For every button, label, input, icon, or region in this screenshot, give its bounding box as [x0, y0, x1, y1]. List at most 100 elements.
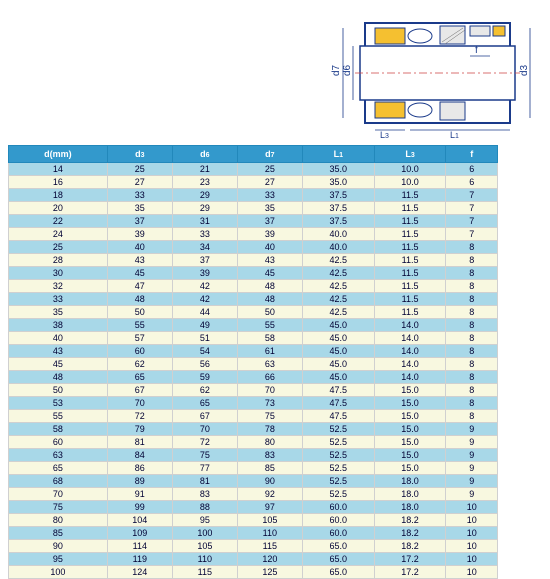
table-cell: 23: [172, 176, 237, 189]
table-cell: 60.0: [302, 501, 374, 514]
table-cell: 8: [446, 319, 498, 332]
table-cell: 42.5: [302, 254, 374, 267]
table-cell: 38: [9, 319, 108, 332]
table-cell: 11.5: [374, 267, 446, 280]
table-cell: 47.5: [302, 384, 374, 397]
table-cell: 15.0: [374, 423, 446, 436]
table-cell: 14: [9, 163, 108, 176]
table-cell: 88: [172, 501, 237, 514]
table-cell: 95: [9, 553, 108, 566]
table-row: 4562566345.014.08: [9, 358, 498, 371]
table-row: 6081728052.515.09: [9, 436, 498, 449]
table-cell: 11.5: [374, 215, 446, 228]
table-cell: 60: [107, 345, 172, 358]
table-cell: 81: [107, 436, 172, 449]
table-cell: 10: [446, 501, 498, 514]
table-cell: 75: [172, 449, 237, 462]
table-cell: 8: [446, 306, 498, 319]
table-cell: 100: [9, 566, 108, 579]
table-cell: 39: [237, 228, 302, 241]
table-cell: 10: [446, 527, 498, 540]
table-cell: 109: [107, 527, 172, 540]
table-cell: 72: [107, 410, 172, 423]
table-cell: 37.5: [302, 189, 374, 202]
table-cell: 8: [446, 371, 498, 384]
table-row: 6889819052.518.09: [9, 475, 498, 488]
table-cell: 83: [172, 488, 237, 501]
table-row: 5067627047.515.08: [9, 384, 498, 397]
table-cell: 14.0: [374, 345, 446, 358]
table-cell: 66: [237, 371, 302, 384]
table-cell: 18.2: [374, 540, 446, 553]
table-cell: 110: [237, 527, 302, 540]
table-row: 7091839252.518.09: [9, 488, 498, 501]
table-cell: 80: [237, 436, 302, 449]
table-cell: 9: [446, 488, 498, 501]
table-cell: 65.0: [302, 540, 374, 553]
table-cell: 43: [237, 254, 302, 267]
table-cell: 115: [237, 540, 302, 553]
table-cell: 62: [107, 358, 172, 371]
table-cell: 30: [9, 267, 108, 280]
table-cell: 15.0: [374, 410, 446, 423]
table-cell: 40: [107, 241, 172, 254]
table-row: 3855495545.014.08: [9, 319, 498, 332]
table-cell: 29: [172, 202, 237, 215]
table-cell: 8: [446, 254, 498, 267]
table-cell: 9: [446, 462, 498, 475]
table-row: 1833293337.511.57: [9, 189, 498, 202]
table-cell: 42.5: [302, 293, 374, 306]
table-cell: 42.5: [302, 306, 374, 319]
table-cell: 43: [9, 345, 108, 358]
table-cell: 120: [237, 553, 302, 566]
table-cell: 18: [9, 189, 108, 202]
table-cell: 60.0: [302, 527, 374, 540]
table-cell: 37: [237, 215, 302, 228]
table-row: 5572677547.515.08: [9, 410, 498, 423]
table-cell: 8: [446, 241, 498, 254]
svg-text:f: f: [475, 45, 478, 56]
table-cell: 85: [237, 462, 302, 475]
table-cell: 11.5: [374, 202, 446, 215]
table-cell: 27: [107, 176, 172, 189]
table-cell: 65: [172, 397, 237, 410]
table-cell: 45.0: [302, 358, 374, 371]
table-cell: 92: [237, 488, 302, 501]
table-cell: 11.5: [374, 189, 446, 202]
table-row: 2439333940.011.57: [9, 228, 498, 241]
table-cell: 45.0: [302, 371, 374, 384]
table-cell: 55: [9, 410, 108, 423]
table-cell: 52.5: [302, 475, 374, 488]
table-cell: 58: [237, 332, 302, 345]
table-cell: 8: [446, 384, 498, 397]
table-cell: 28: [9, 254, 108, 267]
column-header: d(mm): [9, 146, 108, 163]
table-cell: 65: [9, 462, 108, 475]
table-cell: 59: [172, 371, 237, 384]
table-row: 8510910011060.018.210: [9, 527, 498, 540]
svg-text:d6: d6: [342, 64, 353, 76]
table-cell: 10: [446, 566, 498, 579]
table-cell: 10: [446, 514, 498, 527]
table-cell: 31: [172, 215, 237, 228]
table-cell: 7: [446, 189, 498, 202]
table-row: 3045394542.511.58: [9, 267, 498, 280]
table-cell: 115: [172, 566, 237, 579]
table-cell: 35: [237, 202, 302, 215]
table-row: 3348424842.511.58: [9, 293, 498, 306]
table-cell: 27: [237, 176, 302, 189]
table-cell: 18.0: [374, 475, 446, 488]
table-cell: 15.0: [374, 449, 446, 462]
table-cell: 37.5: [302, 202, 374, 215]
table-row: 3550445042.511.58: [9, 306, 498, 319]
table-cell: 6: [446, 176, 498, 189]
table-cell: 53: [9, 397, 108, 410]
table-cell: 48: [237, 293, 302, 306]
table-cell: 8: [446, 332, 498, 345]
table-row: 5370657347.515.08: [9, 397, 498, 410]
table-cell: 8: [446, 267, 498, 280]
table-cell: 110: [172, 553, 237, 566]
table-cell: 33: [9, 293, 108, 306]
table-cell: 49: [172, 319, 237, 332]
table-cell: 50: [107, 306, 172, 319]
